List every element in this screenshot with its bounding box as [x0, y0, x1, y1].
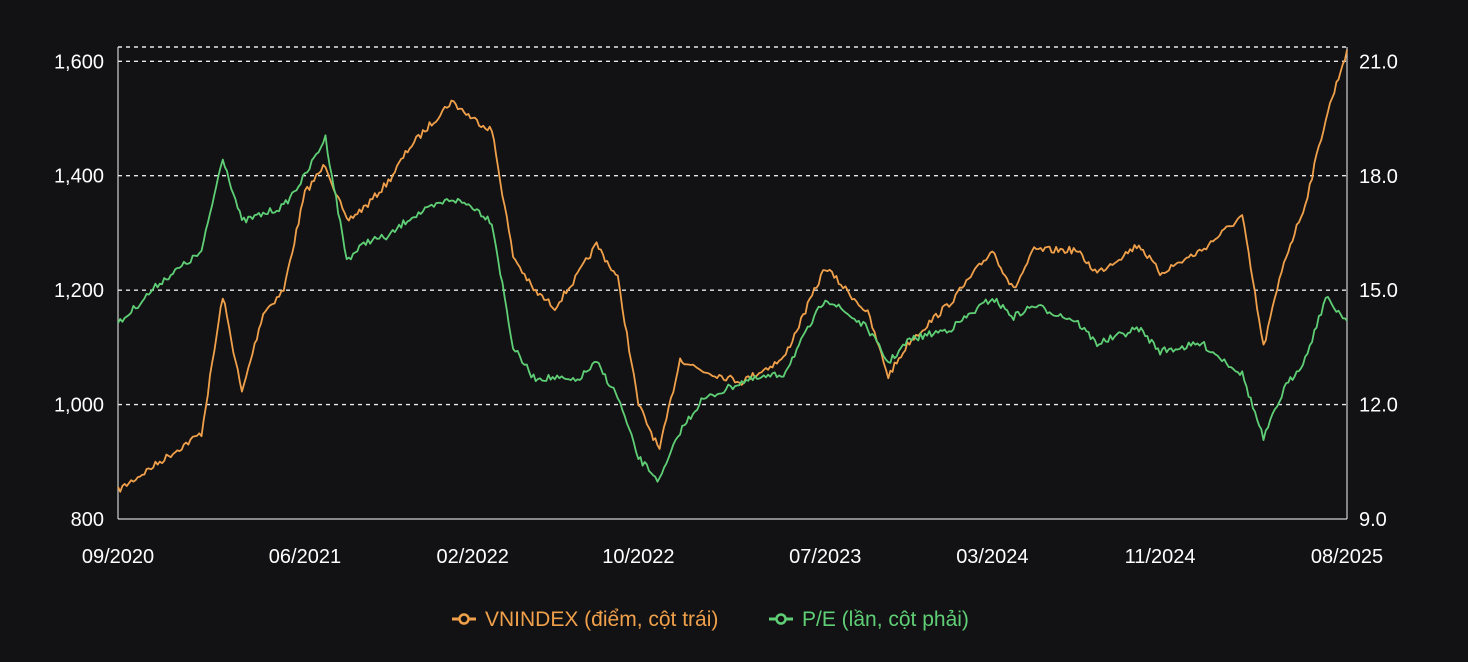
legend-marker-vnindex: [458, 613, 470, 625]
x-tick-label: 11/2024: [1125, 546, 1196, 568]
x-tick-label: 09/2020: [82, 546, 154, 568]
legend: VNINDEX (điểm, cột trái) P/E (lần, cột p…: [452, 608, 969, 631]
y-left-tick-label: 1,400: [54, 166, 104, 188]
y-right-tick-label: 12.0: [1359, 395, 1398, 417]
y-left-tick-label: 1,000: [54, 395, 104, 417]
y-left-tick-label: 1,200: [54, 280, 104, 302]
vnindex-line: [117, 49, 1348, 493]
y-right-tick-label: 18.0: [1359, 166, 1398, 188]
x-tick-label: 10/2022: [602, 546, 674, 568]
x-tick-label: 07/2023: [789, 546, 861, 568]
y-right-tick-label: 9.0: [1359, 509, 1387, 531]
x-tick-label: 06/2021: [269, 546, 341, 568]
legend-item-vnindex[interactable]: VNINDEX (điểm, cột trái): [452, 608, 718, 631]
legend-item-pe[interactable]: P/E (lần, cột phải): [769, 608, 969, 631]
grid: [118, 46, 1347, 406]
y-right-tick-label: 21.0: [1359, 51, 1398, 73]
legend-label-vnindex: VNINDEX (điểm, cột trái): [485, 608, 718, 631]
x-tick-label: 08/2025: [1311, 546, 1383, 568]
x-tick-label: 03/2024: [956, 546, 1028, 568]
legend-label-pe: P/E (lần, cột phải): [802, 608, 969, 631]
legend-marker-pe: [775, 613, 787, 625]
x-tick-label: 02/2022: [437, 546, 509, 568]
y-left-tick-label: 800: [71, 509, 104, 531]
y-right-tick-label: 15.0: [1359, 280, 1398, 302]
series-lines: [117, 49, 1348, 493]
axes: 800 1,000 1,200 1,400 1,600 9.0 12.0 15.0 18.0 21…: [54, 47, 1398, 568]
pe-line: [117, 134, 1348, 483]
y-left-tick-label: 1,600: [54, 51, 104, 73]
